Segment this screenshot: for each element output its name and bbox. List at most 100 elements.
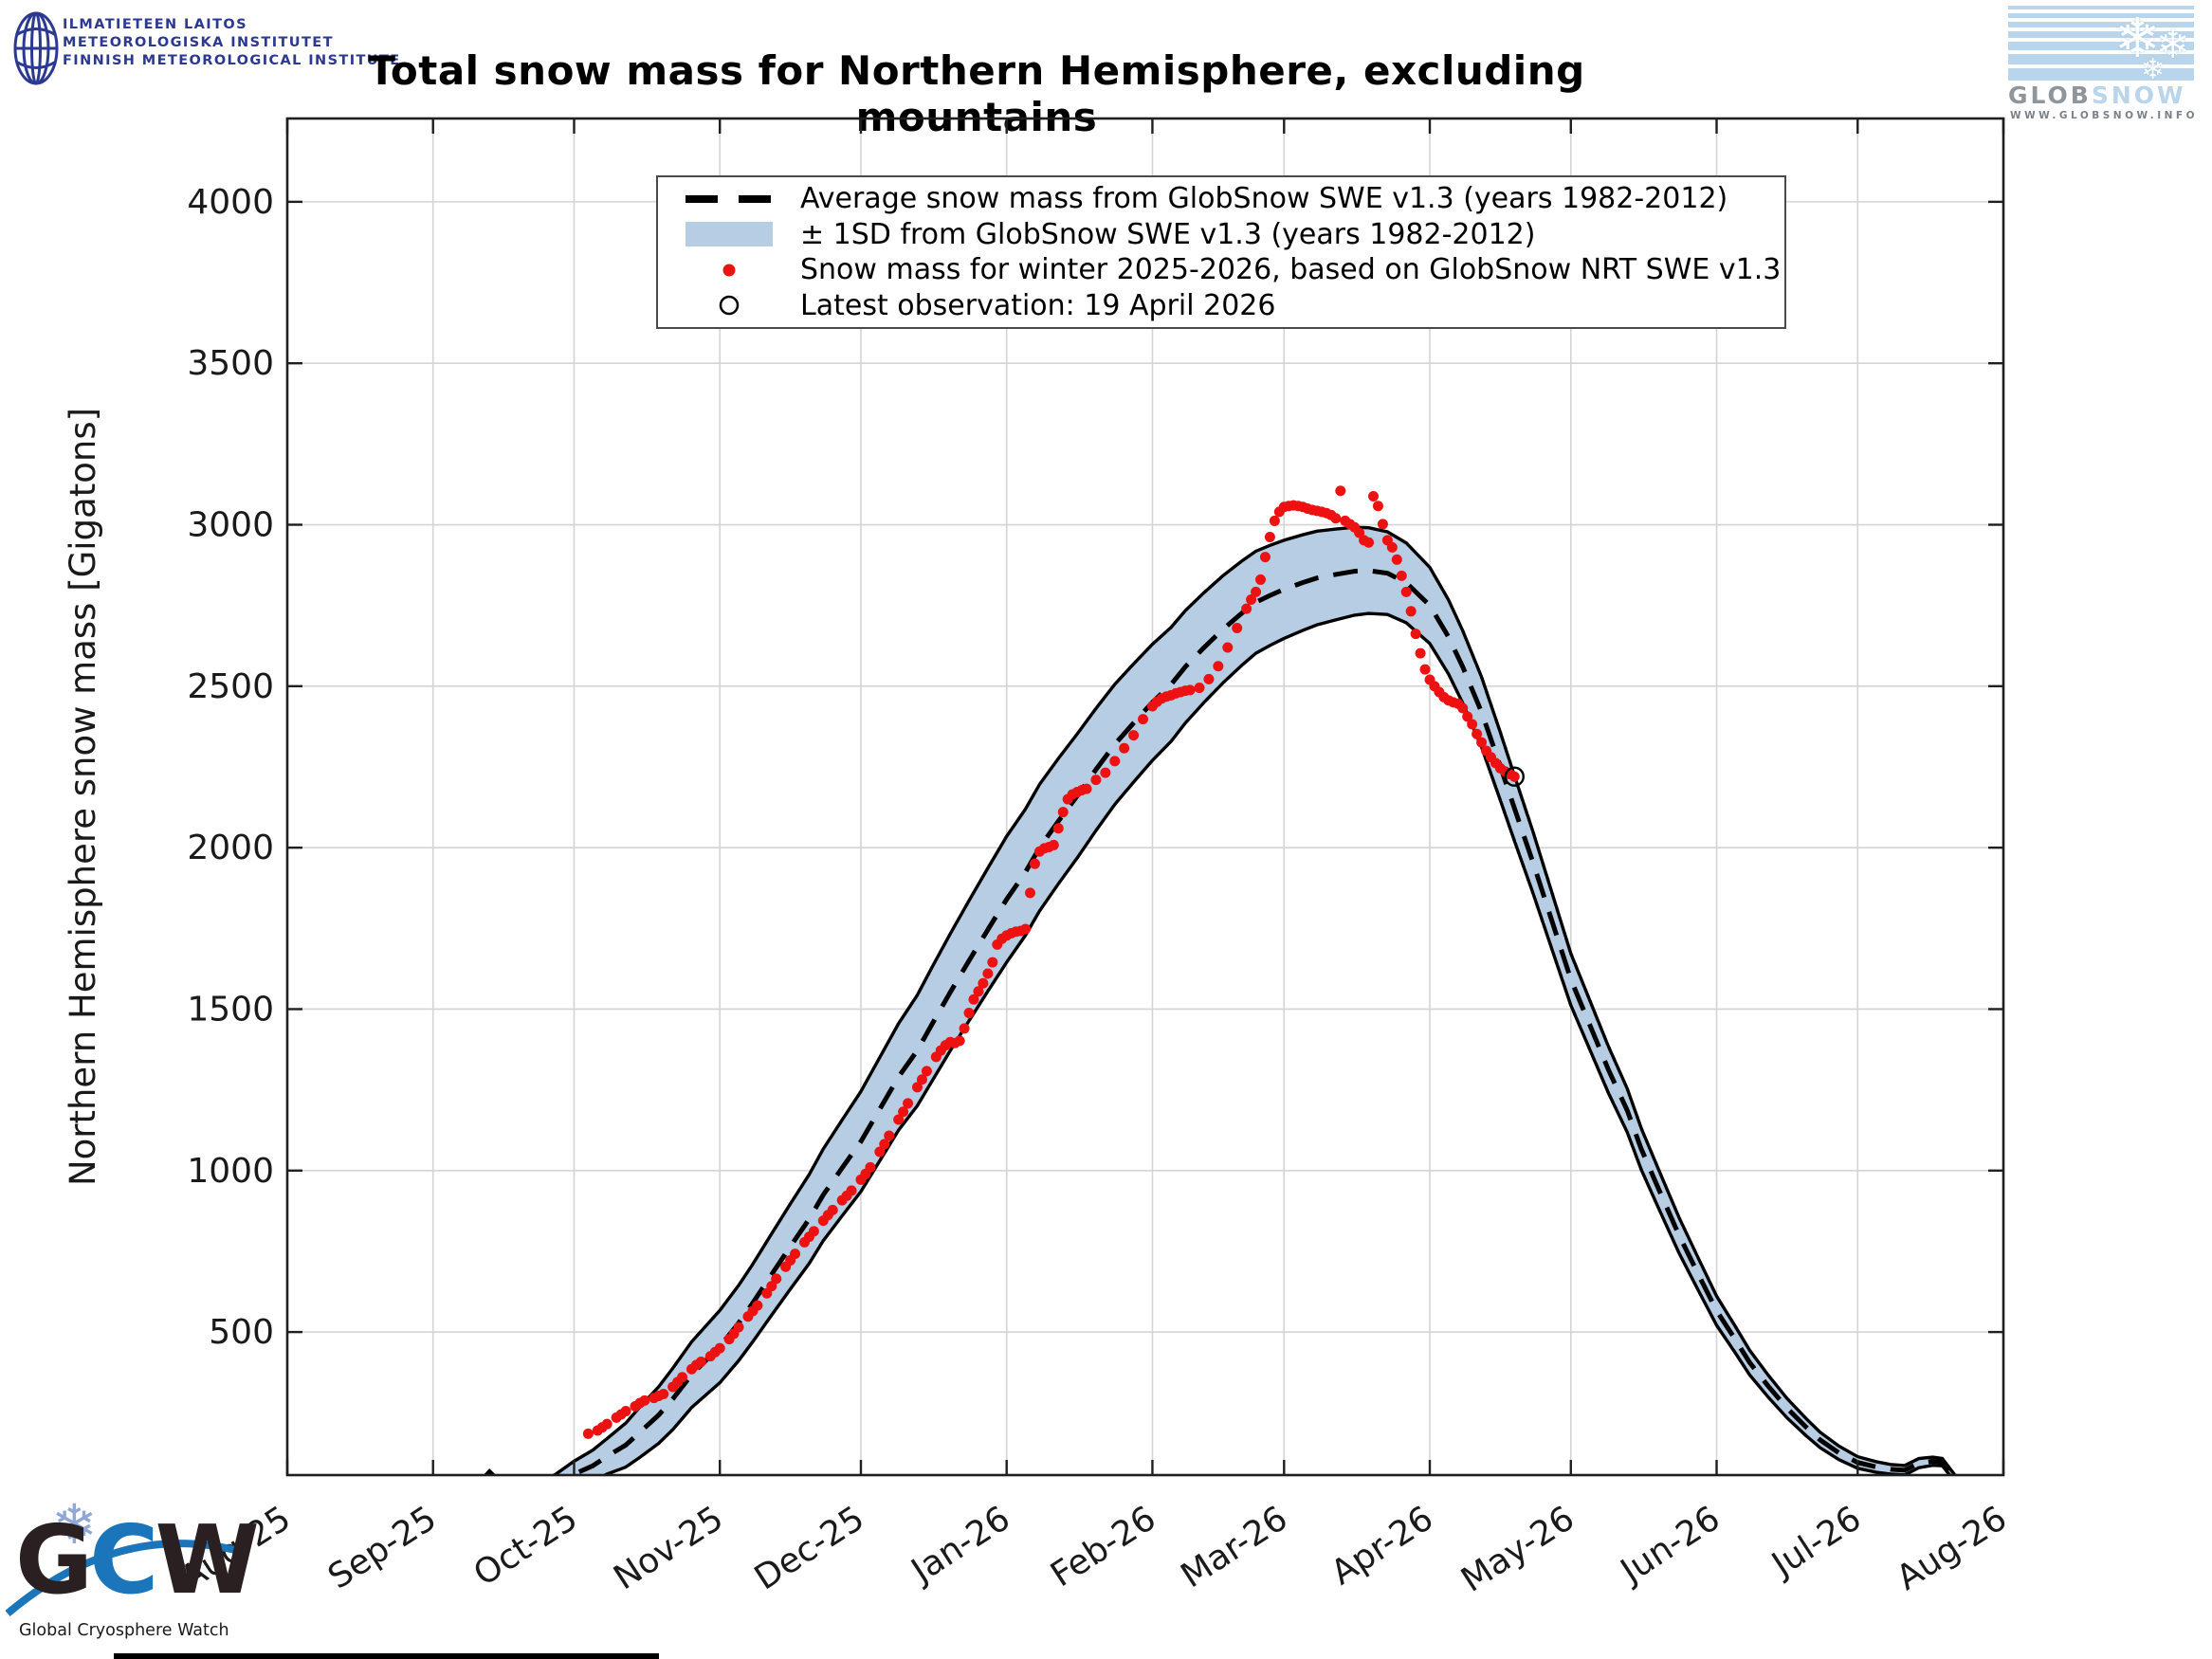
globsnow-stripe: [2008, 68, 2194, 81]
nrt-dot: [1246, 594, 1257, 606]
gcw-subtitle: Global Cryosphere Watch: [19, 1621, 229, 1640]
nrt-dot: [1194, 683, 1205, 694]
nrt-dot: [1203, 673, 1215, 684]
nrt-dot: [982, 968, 994, 979]
nrt-dot: [1020, 923, 1032, 935]
nrt-dot: [1232, 623, 1243, 634]
sd-band-edges: [483, 525, 1958, 1475]
nrt-dot: [978, 977, 989, 989]
nrt-dot: [911, 1082, 923, 1093]
nrt-dot: [1457, 702, 1469, 714]
fmi-name-sv: METEOROLOGISKA INSTITUTET: [63, 35, 334, 50]
x-tick-label: Oct-25: [467, 1499, 585, 1594]
legend-label: Snow mass for winter 2025-2026, based on…: [800, 253, 1782, 287]
x-tick-label: Mar-26: [1175, 1499, 1295, 1595]
gcw-logo: ❄ GCW Global Cryosphere Watch: [6, 1492, 260, 1653]
x-tick-label: Jan-26: [904, 1499, 1017, 1592]
nrt-dot: [884, 1130, 895, 1141]
snowflake-icon: ❄: [2141, 53, 2166, 86]
nrt-dot: [1377, 519, 1388, 530]
nrt-dot: [1025, 887, 1036, 899]
nrt-dot: [879, 1139, 890, 1150]
sd-band-upper-line: [483, 525, 1958, 1475]
nrt-dot: [766, 1281, 777, 1292]
globsnow-stripe: [2008, 13, 2194, 18]
nrt-dot: [1330, 513, 1342, 524]
dashed-line-sample-icon: [658, 194, 800, 204]
nrt-dot: [733, 1322, 744, 1333]
nrt-dot: [1467, 719, 1478, 730]
chart-legend: Average snow mass from GlobSnow SWE v1.3…: [656, 175, 1786, 329]
nrt-dot: [1386, 541, 1398, 553]
y-tick-label: 1500: [187, 990, 274, 1029]
nrt-dot: [808, 1226, 819, 1237]
nrt-dot: [898, 1106, 909, 1118]
x-tick-label: Dec-25: [748, 1499, 871, 1597]
nrt-dot: [1119, 742, 1130, 754]
nrt-dot: [658, 1389, 669, 1400]
x-tick-label: May-26: [1454, 1499, 1581, 1600]
globsnow-stripe: [2008, 54, 2194, 64]
nrt-dot: [1057, 807, 1069, 818]
legend-label: ± 1SD from GlobSnow SWE v1.3 (years 1982…: [800, 217, 1536, 251]
legend-entry-band: ± 1SD from GlobSnow SWE v1.3 (years 1982…: [658, 217, 1784, 251]
legend-label: Average snow mass from GlobSnow SWE v1.3…: [800, 182, 1728, 216]
y-tick-label: 2000: [187, 829, 274, 867]
nrt-dot: [1400, 586, 1412, 597]
nrt-dot: [1415, 647, 1426, 659]
x-tick-label: Nov-25: [607, 1499, 730, 1597]
nrt-dot: [1048, 839, 1059, 850]
y-tick-label: 500: [209, 1313, 274, 1352]
nrt-dot: [921, 1066, 932, 1077]
plot-frame: [285, 117, 2005, 1477]
globsnow-url: WWW.GLOBSNOW.INFO: [2010, 110, 2199, 121]
band-patch-sample-icon: [658, 222, 800, 247]
bottom-border-bar: [114, 1653, 659, 1659]
nrt-dot: [874, 1146, 886, 1158]
x-tick-label: Jul-26: [1764, 1499, 1868, 1585]
nrt-dot: [1335, 485, 1346, 497]
nrt-dot: [1410, 629, 1421, 640]
legend-entry-latest-observation: Latest observation: 19 April 2026: [658, 288, 1784, 322]
y-tick-labels: 500 1000 1500 2000 2500 3000 3500 4000: [187, 183, 274, 1352]
nrt-dot: [714, 1342, 725, 1354]
nrt-dot: [601, 1418, 612, 1430]
x-tick-label: Aug-26: [1890, 1499, 2014, 1598]
nrt-dot: [1128, 730, 1140, 741]
nrt-dot: [1508, 771, 1520, 782]
nrt-dot: [1472, 728, 1483, 739]
nrt-dot: [1138, 714, 1149, 725]
nrt-dot: [639, 1395, 650, 1406]
nrt-dot: [771, 1273, 782, 1285]
chart-title: Total snow mass for Northern Hemisphere,…: [368, 47, 1585, 140]
globsnow-stripe: [2008, 42, 2194, 50]
nrt-dot: [1222, 642, 1234, 653]
globsnow-logo: ❄ ❄ ❄ GLOBSNOW WWW.GLOBSNOW.INFO: [2002, 4, 2202, 121]
x-tick-label: Sep-25: [321, 1499, 444, 1596]
gcw-swoosh-icon: [6, 1540, 240, 1617]
globsnow-stripe: [2008, 22, 2194, 27]
globsnow-stripes: [2008, 6, 2194, 82]
nrt-dot: [1213, 661, 1224, 672]
x-tick-labels: Aug-25 Sep-25 Oct-25 Nov-25 Dec-25 Jan-26 Feb-…: [174, 1499, 2014, 1600]
nrt-dot: [987, 957, 998, 968]
nrt-dot: [954, 1035, 965, 1047]
y-tick-label: 2500: [187, 667, 274, 706]
nrt-dot: [677, 1372, 688, 1383]
x-tick-label: Jun-26: [1613, 1499, 1728, 1592]
gcw-wordmark: GCW: [15, 1504, 260, 1615]
nrt-dot: [827, 1204, 838, 1215]
nrt-dot: [1391, 554, 1402, 565]
legend-label: Latest observation: 19 April 2026: [800, 288, 1276, 322]
globsnow-stripe: [2008, 6, 2194, 9]
nrt-dot: [1462, 711, 1473, 722]
y-tick-label: 3500: [187, 344, 274, 383]
axis-ticks: [285, 118, 2005, 1475]
nrt-dot: [959, 1023, 970, 1034]
nrt-dot: [1264, 531, 1275, 542]
red-dot-sample-icon: [658, 262, 800, 279]
nrt-dot: [1368, 491, 1380, 502]
nrt-dot: [865, 1161, 876, 1173]
nrt-dot: [1251, 586, 1262, 597]
y-tick-label: 4000: [187, 183, 274, 222]
